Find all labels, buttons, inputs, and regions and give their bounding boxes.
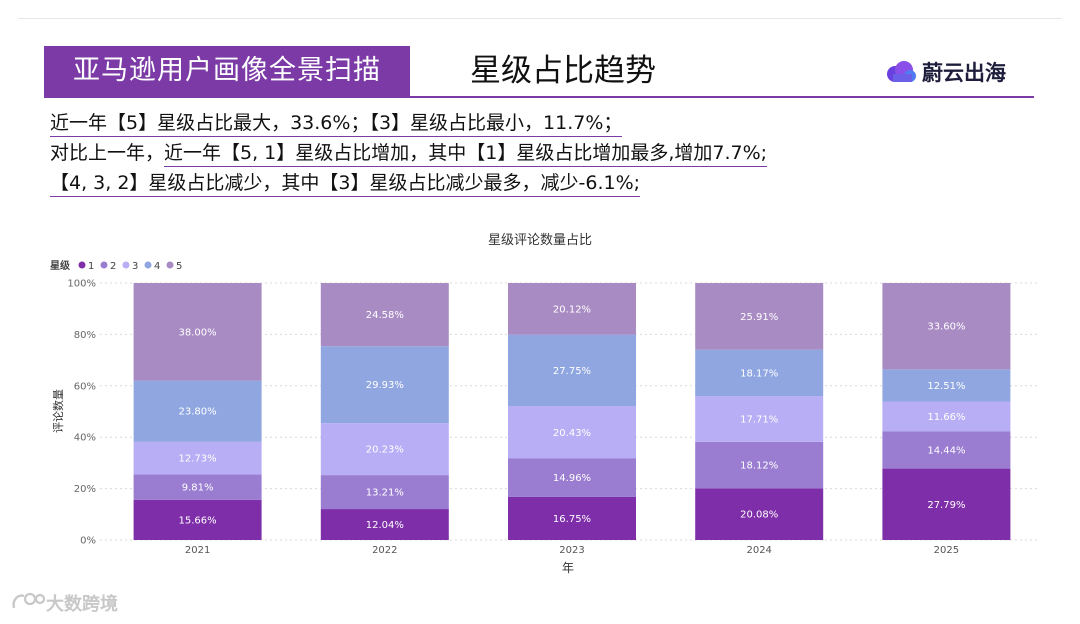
bar-segment-4-star (320, 346, 449, 424)
data-label: 23.80% (179, 407, 217, 418)
banner-title: 亚马逊用户画像全景扫描 (44, 46, 410, 96)
legend-marker (100, 261, 108, 269)
bar-segment-2-star (320, 475, 449, 510)
data-label: 27.75% (553, 366, 591, 377)
watermark-logo-icon (12, 592, 46, 609)
y-tick-label: 20% (74, 484, 96, 495)
legend-label: 2 (110, 261, 116, 272)
data-label: 20.43% (553, 428, 591, 439)
data-label: 20.12% (553, 304, 591, 315)
watermark-text: 大数跨境 (46, 594, 118, 615)
data-label: 18.17% (740, 368, 778, 379)
chart-legend: 1 2 3 4 5 (78, 261, 182, 272)
chart-title: 星级评论数量占比 (488, 233, 592, 248)
bar-segment-1-star (508, 496, 636, 540)
legend-marker (122, 261, 130, 269)
legend-marker (166, 261, 174, 269)
data-label: 14.96% (553, 473, 591, 484)
bar-segment-1-star (695, 488, 824, 540)
data-label: 18.12% (740, 461, 778, 472)
data-label: 15.66% (179, 515, 217, 526)
y-tick-label: 100% (67, 279, 96, 290)
bar-segment-2-star (882, 431, 1011, 469)
data-label: 20.23% (366, 445, 404, 456)
x-tick-label: 2023 (559, 545, 584, 556)
data-label: 29.93% (366, 380, 404, 391)
data-label: 33.60% (927, 322, 965, 333)
data-label: 14.44% (927, 446, 965, 457)
data-label: 38.00% (179, 327, 217, 338)
legend-label: 4 (154, 261, 160, 272)
bar-segment-5-star (882, 283, 1011, 370)
data-label: 27.79% (927, 500, 965, 511)
data-label: 12.51% (927, 381, 965, 392)
y-tick-label: 60% (74, 381, 96, 392)
legend-label: 1 (88, 261, 94, 272)
bar-segment-2-star (508, 458, 636, 497)
y-axis-label: 评论数量 (51, 389, 65, 433)
section-title: 星级占比趋势 (470, 53, 656, 89)
chart-ticks: 0% 20% 40% 60% 80% 100% 2021 2022 2023 2024 2025 (67, 279, 959, 557)
data-label: 9.81% (182, 483, 214, 494)
bar-segment-5-star (320, 283, 449, 347)
x-tick-label: 2024 (746, 545, 771, 556)
bar-segment-3-star (695, 396, 824, 442)
data-label: 13.21% (366, 488, 404, 499)
y-tick-label: 80% (74, 330, 96, 341)
summary-line-1: 近一年【5】星级占比最大，33.6%；【3】星级占比最小，11.7%； (50, 110, 623, 137)
bar-segment-1-star (882, 468, 1011, 540)
summary-text: 近一年【5】星级占比最大，33.6%；【3】星级占比最小，11.7%； 对比上一… (50, 108, 768, 198)
y-tick-label: 40% (74, 433, 96, 444)
data-label: 25.91% (740, 312, 778, 323)
legend-title: 星级 (50, 259, 71, 272)
x-tick-label: 2022 (372, 545, 397, 556)
brand-name: 蔚云出海 (922, 61, 1006, 85)
data-label: 12.73% (179, 454, 217, 465)
legend-label: 3 (132, 261, 138, 272)
data-label: 16.75% (553, 514, 591, 525)
bar-segment-4-star (133, 380, 262, 442)
x-axis-label: 年 (562, 561, 574, 575)
brand-logo: 蔚云出海 (884, 56, 1006, 88)
bar-segment-2-star (133, 474, 262, 500)
bar-segment-4-star (695, 349, 824, 397)
header-rule (44, 96, 1034, 98)
data-label: 20.08% (740, 510, 778, 521)
legend-marker (144, 261, 152, 269)
chart-bars: 15.66% 9.81% 12.73% 23.80% 38.00% 12.04% 13.21… (133, 282, 1011, 540)
data-label: 24.58% (366, 310, 404, 321)
bar-segment-4-star (508, 334, 636, 407)
data-label: 11.66% (927, 412, 965, 423)
bar-segment-5-star (695, 283, 824, 350)
x-tick-label: 2025 (934, 545, 959, 556)
x-tick-label: 2021 (185, 545, 210, 556)
summary-line-3: 【4, 3, 2】星级占比减少，其中【3】星级占比减少最多，减少-6.1%; (50, 170, 641, 197)
data-label: 12.04% (366, 520, 404, 531)
legend-label: 5 (176, 261, 182, 272)
bar-segment-2-star (695, 441, 824, 489)
data-label: 17.71% (740, 415, 778, 426)
bar-segment-3-star (133, 441, 262, 475)
bar-segment-1-star (133, 499, 262, 540)
bar-segment-4-star (882, 369, 1011, 402)
bar-segment-5-star (508, 282, 636, 335)
y-tick-label: 0% (80, 536, 96, 547)
summary-line-2-highlight: 近一年【5, 1】星级占比增加，其中【1】星级占比增加最多,增加7.7%; (164, 140, 768, 167)
watermark: 大数跨境 (10, 590, 118, 616)
summary-line-2-lead: 对比上一年， (50, 142, 165, 164)
bar-segment-3-star (320, 423, 449, 476)
bar-segment-1-star (320, 509, 449, 540)
bar-segment-3-star (882, 401, 1011, 432)
cloud-icon (887, 61, 916, 82)
top-divider (18, 18, 1062, 19)
bar-segment-5-star (133, 283, 262, 381)
bar-segment-3-star (508, 406, 636, 459)
legend-marker (78, 261, 86, 269)
